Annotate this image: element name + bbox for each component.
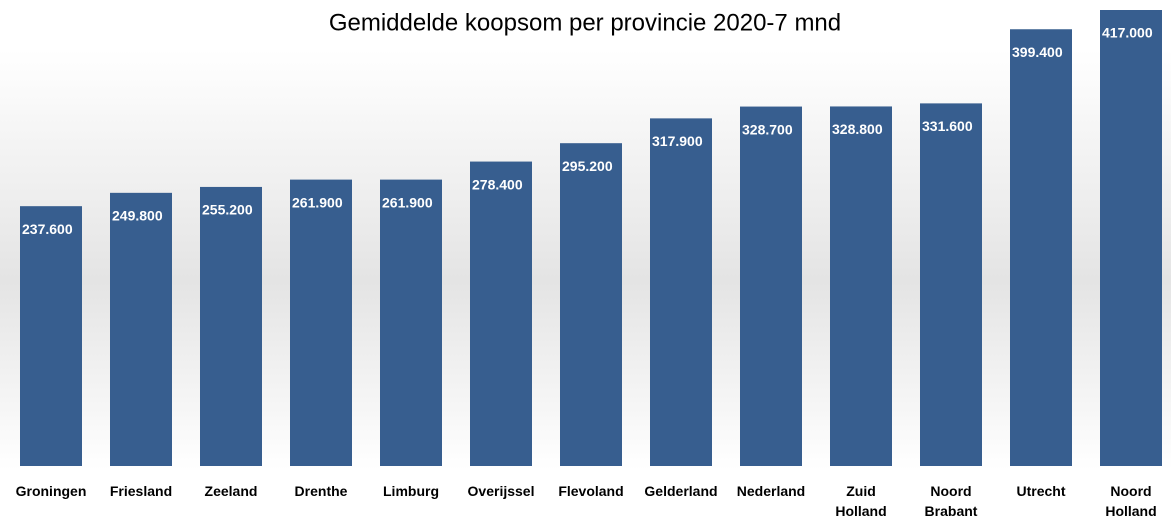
bar [380, 179, 442, 466]
x-tick-label: Zuid Holland [835, 483, 886, 519]
value-label: 417.000 [1102, 25, 1153, 41]
x-tick-label: Groningen [16, 483, 87, 499]
bar [560, 143, 622, 467]
bar [740, 106, 802, 466]
value-label: 328.700 [742, 121, 793, 137]
value-label: 295.200 [562, 158, 613, 174]
x-tick-label: Zeeland [205, 483, 258, 499]
bar [20, 206, 82, 467]
bar [920, 103, 982, 466]
x-tick-label: Drenthe [295, 483, 348, 499]
x-tick-label: Limburg [383, 483, 439, 499]
value-label: 255.200 [202, 202, 253, 218]
value-label: 261.900 [382, 194, 433, 210]
x-tick-label: Overijssel [468, 483, 535, 499]
value-label: 399.400 [1012, 44, 1063, 60]
chart-title: Gemiddelde koopsom per provincie 2020-7 … [329, 9, 841, 36]
bar [110, 192, 172, 467]
bar [200, 186, 262, 466]
x-tick-label: Noord Holland [1105, 483, 1156, 519]
value-label: 317.900 [652, 133, 703, 149]
value-label: 278.400 [472, 176, 523, 192]
value-label: 237.600 [22, 221, 73, 237]
value-label: 331.600 [922, 118, 973, 134]
x-tick-label: Utrecht [1016, 483, 1065, 499]
value-label: 261.900 [292, 194, 343, 210]
value-label: 249.800 [112, 208, 163, 224]
x-tick-label: Nederland [737, 483, 805, 499]
x-tick-label: Flevoland [558, 483, 623, 499]
bar [1100, 10, 1162, 466]
bar [830, 106, 892, 467]
value-label: 328.800 [832, 121, 883, 137]
bar [470, 161, 532, 466]
bar [1010, 29, 1072, 467]
bar [650, 118, 712, 466]
bar [290, 179, 352, 466]
x-tick-label: Friesland [110, 483, 172, 499]
x-tick-label: Gelderland [644, 483, 717, 499]
x-tick-label: Noord Brabant [925, 483, 978, 519]
